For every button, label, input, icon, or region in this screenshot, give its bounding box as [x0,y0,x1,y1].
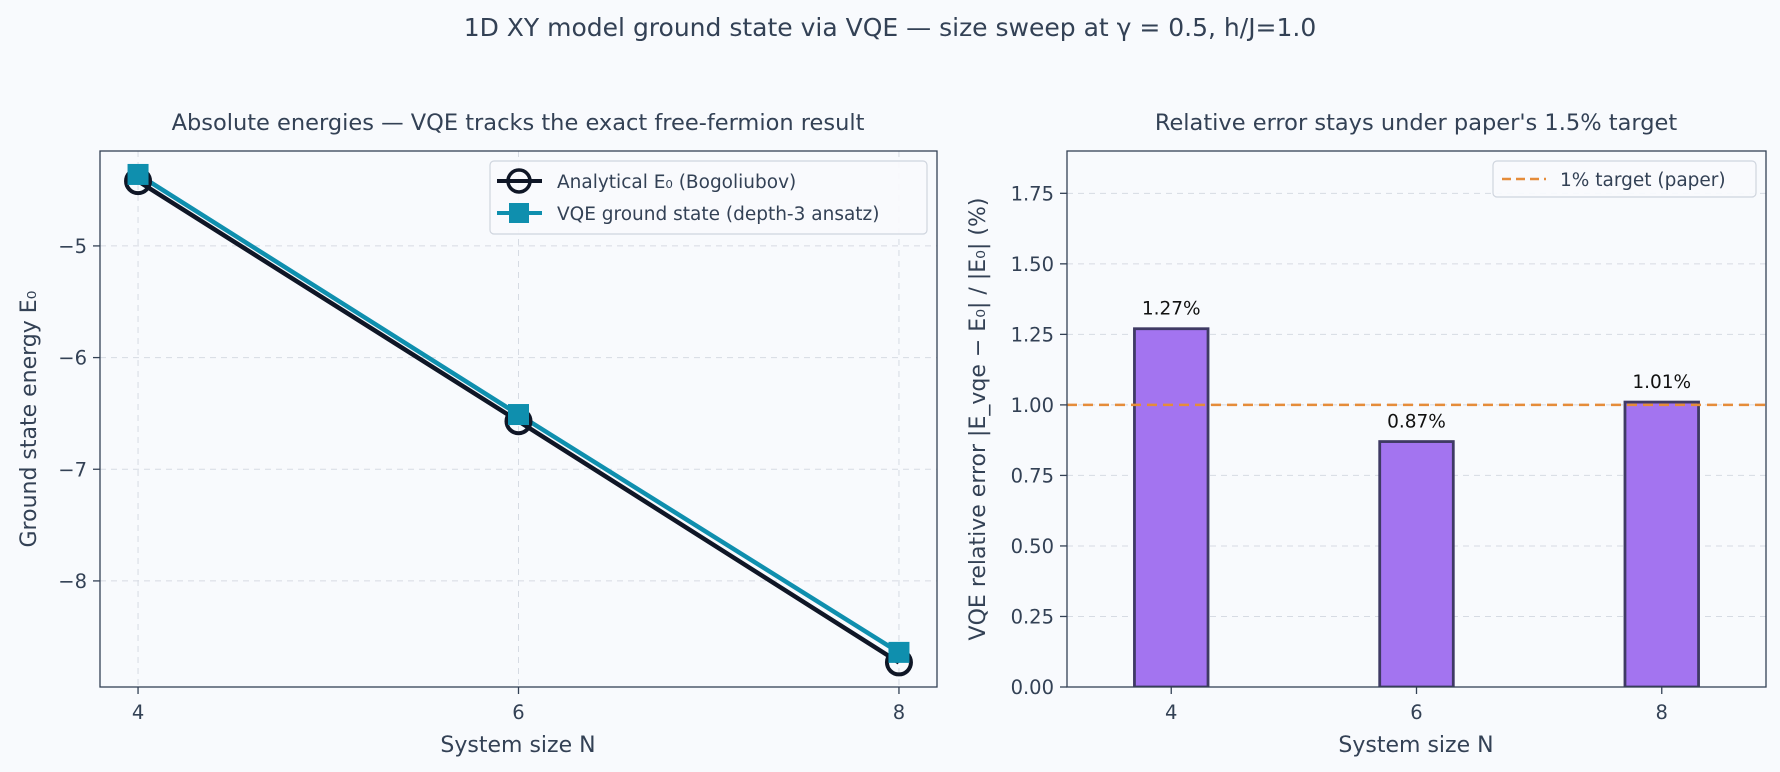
error-ytick-label-2: 0.50 [1011,535,1054,558]
error-chart-bars [1133,327,1700,687]
legend-box [1492,160,1757,198]
error-ytick-label-5: 1.25 [1011,323,1054,346]
error-ytick-label-7: 1.75 [1011,182,1054,205]
figure-title: 1D XY model ground state via VQE — size … [464,13,1317,42]
energy-xtick-label-0: 4 [132,701,144,724]
energy-chart: Absolute energies — VQE tracks the exact… [17,110,938,758]
error-chart-legend: 1% target (paper) [1492,160,1757,198]
error-chart: Relative error stays under paper's 1.5% … [966,110,1767,758]
energy-xtick-label-1: 6 [512,701,524,724]
error-chart-title: Relative error stays under paper's 1.5% … [1155,110,1677,136]
vqe-point-1 [508,404,529,426]
error-ytick-label-6: 1.50 [1011,253,1054,276]
vqe-point-0 [127,163,149,185]
error-bar-8 [1623,400,1700,687]
energy-chart-legend: Analytical E₀ (Bogoliubov) VQE ground st… [489,160,928,235]
energy-ytick-label-0: −5 [58,235,87,258]
legend-target-label: 1% target (paper) [1560,170,1726,191]
error-xtick-label-2: 8 [1656,701,1668,724]
legend-analytical-label: Analytical E₀ (Bogoliubov) [557,172,796,193]
legend-vqe-marker [509,203,529,223]
energy-ytick-label-2: −7 [58,458,87,481]
error-ytick-label-3: 0.75 [1011,464,1054,487]
error-chart-data-labels: 1.27% 0.87% 1.01% [1142,299,1691,433]
error-ytick-label-0: 0.00 [1011,676,1054,699]
energy-ytick-label-3: −8 [58,570,87,593]
energy-chart-series [124,163,913,677]
energy-chart-ticks: 4 6 8 −5 −6 −7 −8 [58,235,905,724]
error-xtick-label-1: 6 [1410,701,1422,724]
legend-vqe-label: VQE ground state (depth-3 ansatz) [557,204,879,225]
error-chart-ylabel: VQE relative error |E_vqe − E₀| / |E₀| (… [966,198,991,641]
legend-analytical-marker [506,168,532,194]
error-bar-4 [1133,327,1210,687]
energy-ytick-label-1: −6 [58,347,87,370]
energy-xtick-label-2: 8 [893,701,905,724]
energy-chart-xlabel: System size N [440,733,595,758]
error-chart-xlabel: System size N [1338,733,1493,758]
legend-box [489,160,928,235]
error-xtick-label-0: 4 [1165,701,1177,724]
error-bar-label-8: 1.01% [1632,372,1691,393]
error-bar-label-4: 1.27% [1142,299,1201,320]
error-bar-label-6: 0.87% [1387,412,1446,433]
energy-chart-title: Absolute energies — VQE tracks the exact… [172,110,865,136]
error-ytick-label-4: 1.00 [1011,394,1054,417]
error-bar-6 [1378,440,1455,687]
error-ytick-label-1: 0.25 [1011,605,1054,628]
error-chart-ticks: 0.00 0.25 0.50 0.75 1.00 1.25 1.50 1.75 4 6 8 [1011,182,1668,724]
energy-chart-ylabel: Ground state energy E₀ [17,290,42,547]
vqe-point-2 [888,641,910,663]
